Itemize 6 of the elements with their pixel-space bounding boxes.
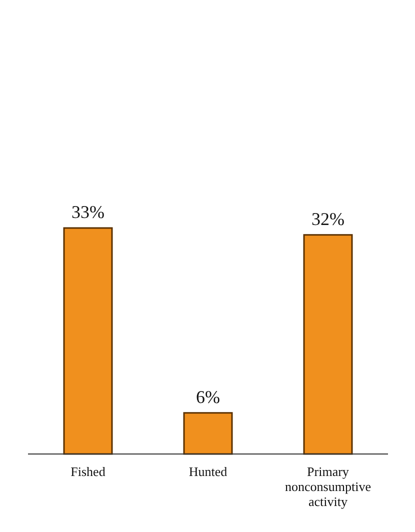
x-tick-label: Primary nonconsumptive activity: [285, 464, 372, 509]
data-label: 6%: [196, 386, 220, 407]
x-tick-label: Fished: [70, 464, 106, 479]
data-label: 33%: [72, 202, 104, 222]
data-label: 32%: [312, 208, 344, 229]
x-tick-label: Hunted: [188, 464, 228, 479]
